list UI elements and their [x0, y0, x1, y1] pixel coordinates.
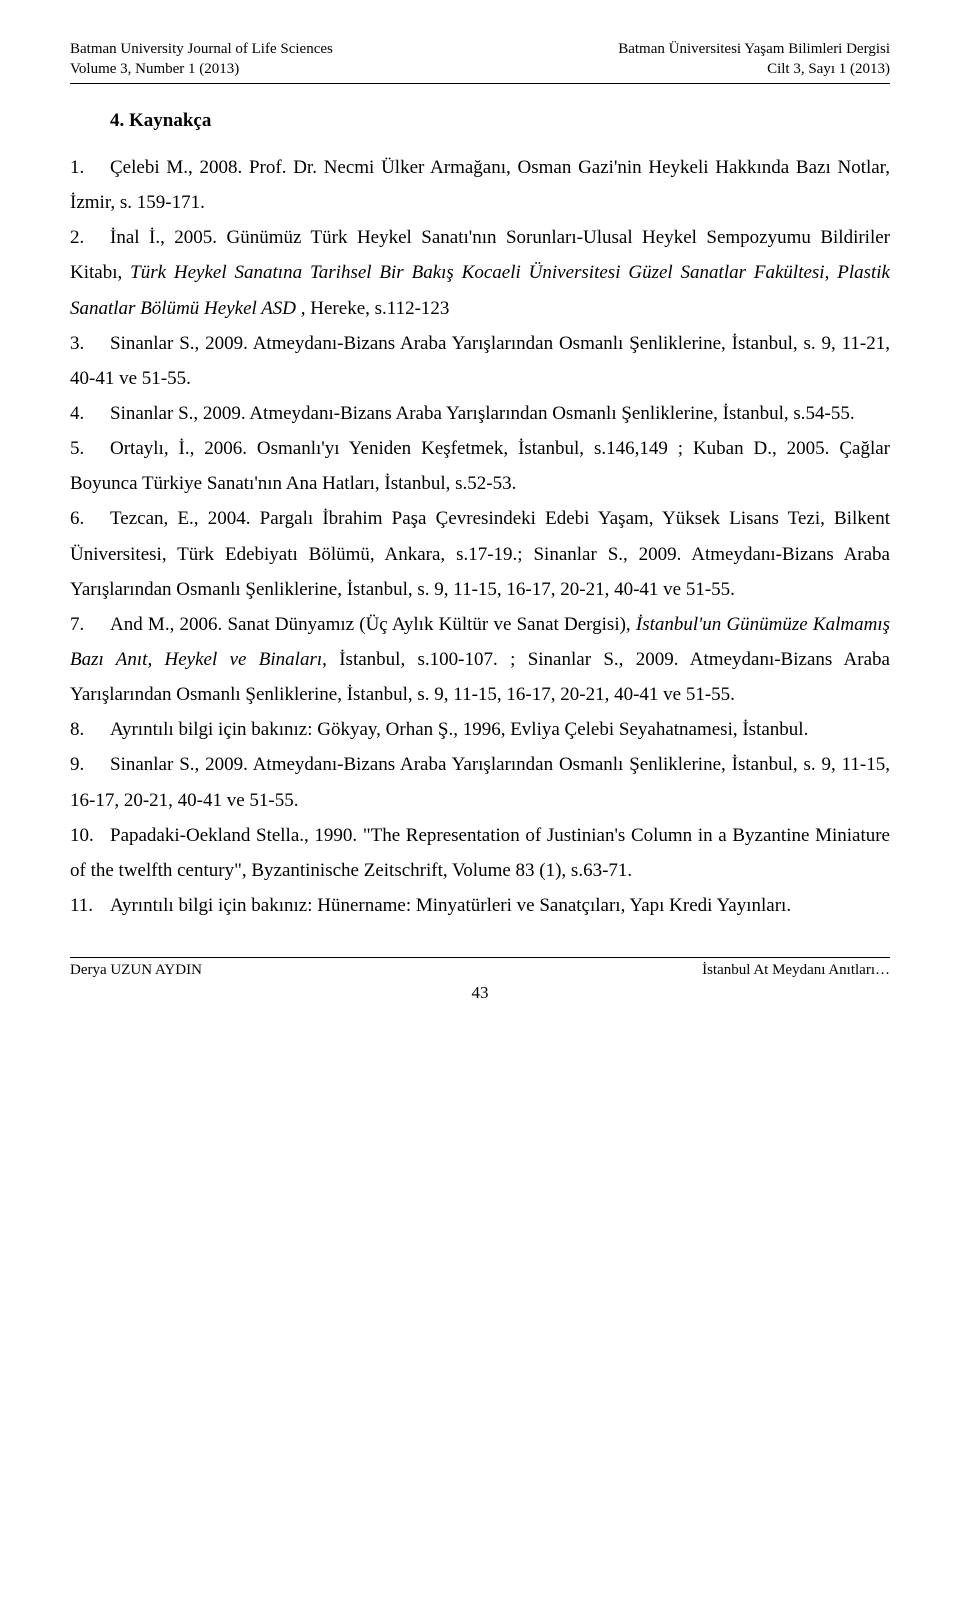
footer-title: İstanbul At Meydanı Anıtları…	[702, 962, 890, 979]
page-footer: Derya UZUN AYDIN İstanbul At Meydanı Anı…	[70, 957, 890, 979]
ref-number: 7.	[70, 607, 110, 642]
journal-title-tr: Batman Üniversitesi Yaşam Bilimleri Derg…	[618, 40, 890, 60]
reference-item: 4.Sinanlar S., 2009. Atmeydanı-Bizans Ar…	[70, 396, 890, 431]
ref-number: 2.	[70, 220, 110, 255]
reference-item: 3.Sinanlar S., 2009. Atmeydanı-Bizans Ar…	[70, 326, 890, 396]
ref-italic: Türk Heykel Sanatına Tarihsel Bir Bakış …	[70, 262, 890, 318]
ref-text: Sinanlar S., 2009. Atmeydanı-Bizans Arab…	[110, 403, 855, 424]
ref-text: Ayrıntılı bilgi için bakınız: Hünername:…	[110, 895, 791, 916]
ref-text: Ayrıntılı bilgi için bakınız: Gökyay, Or…	[110, 719, 808, 740]
ref-number: 11.	[70, 888, 110, 923]
reference-item: 6.Tezcan, E., 2004. Pargalı İbrahim Paşa…	[70, 501, 890, 606]
ref-text: Papadaki-Oekland Stella., 1990. "The Rep…	[70, 825, 890, 881]
reference-item: 1.Çelebi M., 2008. Prof. Dr. Necmi Ülker…	[70, 150, 890, 220]
ref-text: Sinanlar S., 2009. Atmeydanı-Bizans Arab…	[70, 333, 890, 389]
ref-number: 8.	[70, 712, 110, 747]
journal-title-en: Batman University Journal of Life Scienc…	[70, 40, 333, 60]
ref-text: Sinanlar S., 2009. Atmeydanı-Bizans Arab…	[70, 754, 890, 810]
header-left: Batman University Journal of Life Scienc…	[70, 40, 333, 79]
reference-item: 2.İnal İ., 2005. Günümüz Türk Heykel San…	[70, 220, 890, 325]
footer-author: Derya UZUN AYDIN	[70, 962, 202, 979]
ref-number: 4.	[70, 396, 110, 431]
ref-text: Ortaylı, İ., 2006. Osmanlı'yı Yeniden Ke…	[70, 438, 890, 494]
ref-number: 3.	[70, 326, 110, 361]
volume-en: Volume 3, Number 1 (2013)	[70, 60, 333, 80]
ref-number: 5.	[70, 431, 110, 466]
page-header: Batman University Journal of Life Scienc…	[70, 40, 890, 84]
ref-text: And M., 2006. Sanat Dünyamız (Üç Aylık K…	[110, 614, 636, 635]
header-right: Batman Üniversitesi Yaşam Bilimleri Derg…	[618, 40, 890, 79]
ref-text: Çelebi M., 2008. Prof. Dr. Necmi Ülker A…	[70, 157, 890, 213]
volume-tr: Cilt 3, Sayı 1 (2013)	[618, 60, 890, 80]
references-list: 1.Çelebi M., 2008. Prof. Dr. Necmi Ülker…	[70, 150, 890, 923]
page-number: 43	[70, 983, 890, 1003]
reference-item: 10.Papadaki-Oekland Stella., 1990. "The …	[70, 818, 890, 888]
ref-number: 6.	[70, 501, 110, 536]
ref-number: 9.	[70, 747, 110, 782]
reference-item: 8.Ayrıntılı bilgi için bakınız: Gökyay, …	[70, 712, 890, 747]
ref-number: 1.	[70, 150, 110, 185]
reference-item: 9.Sinanlar S., 2009. Atmeydanı-Bizans Ar…	[70, 747, 890, 817]
section-title: 4. Kaynakça	[110, 110, 890, 132]
ref-text: Hereke, s.112-123	[306, 298, 450, 319]
reference-item: 11.Ayrıntılı bilgi için bakınız: Hünerna…	[70, 888, 890, 923]
reference-item: 7.And M., 2006. Sanat Dünyamız (Üç Aylık…	[70, 607, 890, 712]
ref-number: 10.	[70, 818, 110, 853]
reference-item: 5.Ortaylı, İ., 2006. Osmanlı'yı Yeniden …	[70, 431, 890, 501]
ref-text: Tezcan, E., 2004. Pargalı İbrahim Paşa Ç…	[70, 508, 890, 599]
